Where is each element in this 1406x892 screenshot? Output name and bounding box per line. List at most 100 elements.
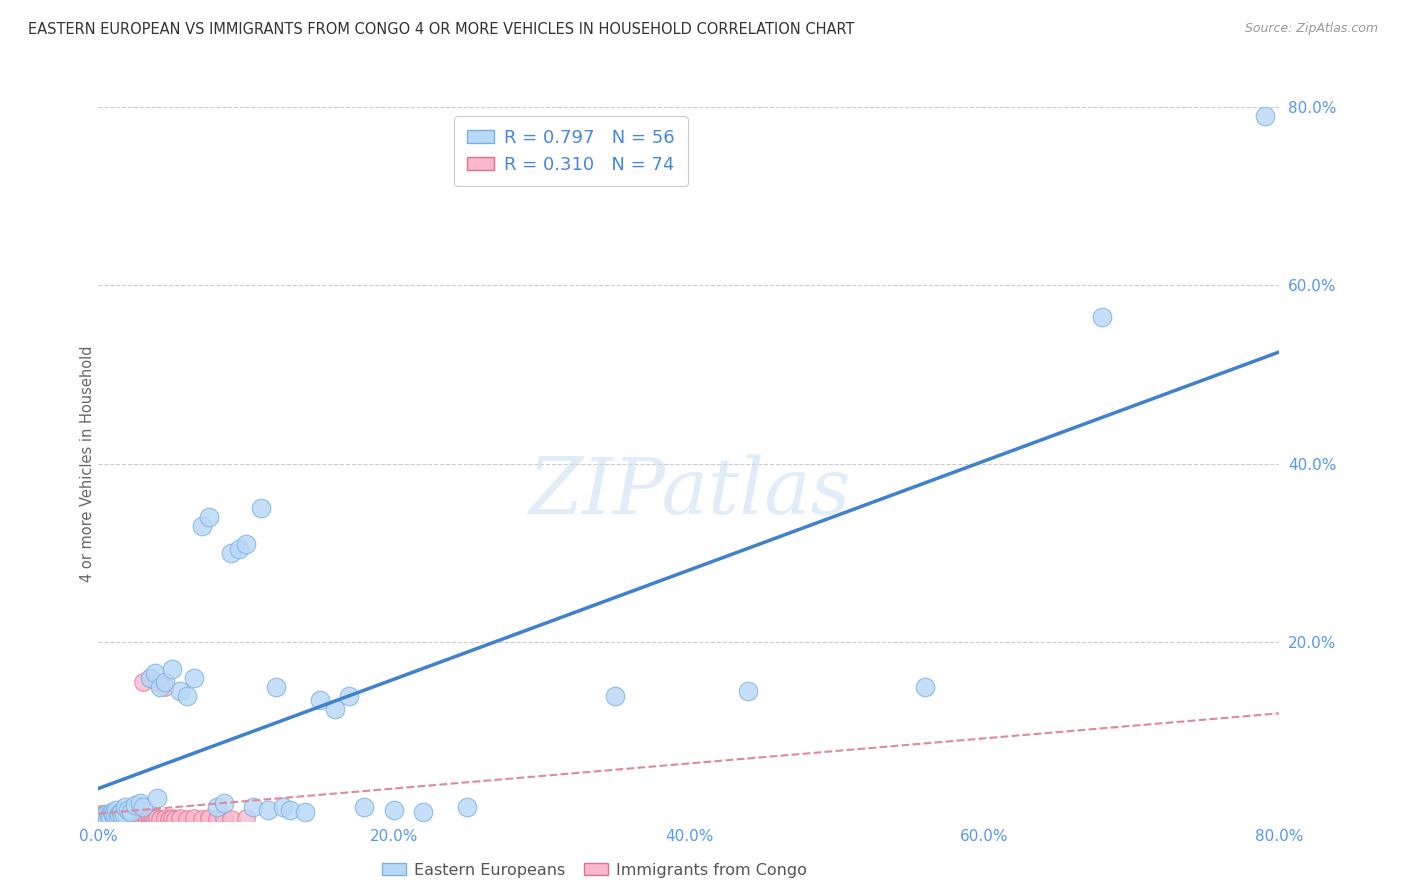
Point [132, 675, 155, 690]
Point [219, 812, 242, 826]
Point [337, 689, 360, 703]
Point [112, 806, 135, 821]
Point [96, 812, 118, 826]
Point [169, 684, 191, 698]
Point [176, 812, 198, 826]
Point [96, 807, 118, 822]
Point [212, 796, 235, 810]
Point [91, 810, 114, 824]
Point [104, 812, 127, 826]
Point [242, 800, 264, 814]
Point [128, 811, 150, 825]
Point [100, 812, 122, 826]
Point [183, 811, 205, 825]
Point [157, 812, 180, 826]
Point [139, 671, 162, 685]
Point [146, 811, 169, 825]
Point [112, 812, 135, 826]
Point [118, 812, 141, 826]
Point [94, 812, 117, 826]
Point [105, 803, 128, 817]
Point [162, 662, 183, 676]
Point [97, 812, 120, 826]
Point [111, 809, 134, 823]
Point [271, 800, 294, 814]
Point [228, 541, 250, 556]
Point [103, 811, 125, 825]
Point [165, 812, 187, 826]
Point [104, 809, 127, 823]
Point [191, 519, 214, 533]
Point [90, 811, 112, 825]
Point [250, 501, 273, 516]
Point [111, 811, 134, 825]
Point [382, 803, 405, 817]
Point [456, 800, 478, 814]
Point [146, 675, 169, 690]
Point [139, 671, 162, 685]
Point [129, 812, 152, 826]
Point [120, 810, 142, 824]
Point [93, 806, 115, 821]
Point [138, 810, 160, 824]
Point [98, 810, 121, 824]
Point [135, 811, 157, 825]
Point [264, 680, 287, 694]
Y-axis label: 4 or more Vehicles in Household: 4 or more Vehicles in Household [80, 345, 94, 582]
Point [90, 809, 112, 823]
Point [1091, 310, 1114, 324]
Point [1254, 109, 1277, 123]
Point [146, 791, 169, 805]
Point [205, 812, 228, 826]
Point [737, 684, 759, 698]
Point [121, 812, 143, 826]
Point [136, 812, 159, 826]
Point [124, 812, 146, 826]
Point [114, 800, 136, 814]
Point [169, 811, 191, 825]
Point [142, 811, 165, 825]
Point [353, 800, 375, 814]
Point [143, 812, 166, 826]
Point [141, 812, 163, 826]
Point [91, 809, 114, 823]
Point [110, 809, 132, 823]
Point [914, 680, 936, 694]
Point [98, 811, 121, 825]
Point [139, 811, 162, 825]
Point [134, 812, 156, 826]
Point [89, 812, 111, 826]
Point [191, 812, 214, 826]
Point [96, 811, 118, 825]
Point [153, 675, 176, 690]
Point [117, 803, 139, 817]
Point [132, 800, 155, 814]
Legend: Eastern Europeans, Immigrants from Congo: Eastern Europeans, Immigrants from Congo [375, 856, 814, 884]
Point [120, 805, 142, 819]
Point [100, 805, 122, 819]
Point [605, 689, 627, 703]
Point [94, 808, 117, 822]
Point [90, 807, 112, 822]
Point [91, 812, 114, 826]
Point [110, 805, 132, 819]
Text: ZIPatlas: ZIPatlas [527, 454, 851, 531]
Point [127, 812, 149, 826]
Point [183, 671, 205, 685]
Point [323, 702, 346, 716]
Point [103, 806, 125, 821]
Text: Source: ZipAtlas.com: Source: ZipAtlas.com [1244, 22, 1378, 36]
Point [124, 797, 146, 812]
Point [176, 689, 198, 703]
Point [132, 810, 155, 824]
Point [94, 806, 117, 821]
Point [309, 693, 332, 707]
Point [149, 812, 172, 826]
Point [128, 796, 150, 810]
Point [117, 811, 139, 825]
Point [125, 810, 148, 824]
Point [93, 811, 115, 825]
Point [94, 810, 117, 824]
Point [198, 510, 221, 524]
Point [219, 546, 242, 560]
